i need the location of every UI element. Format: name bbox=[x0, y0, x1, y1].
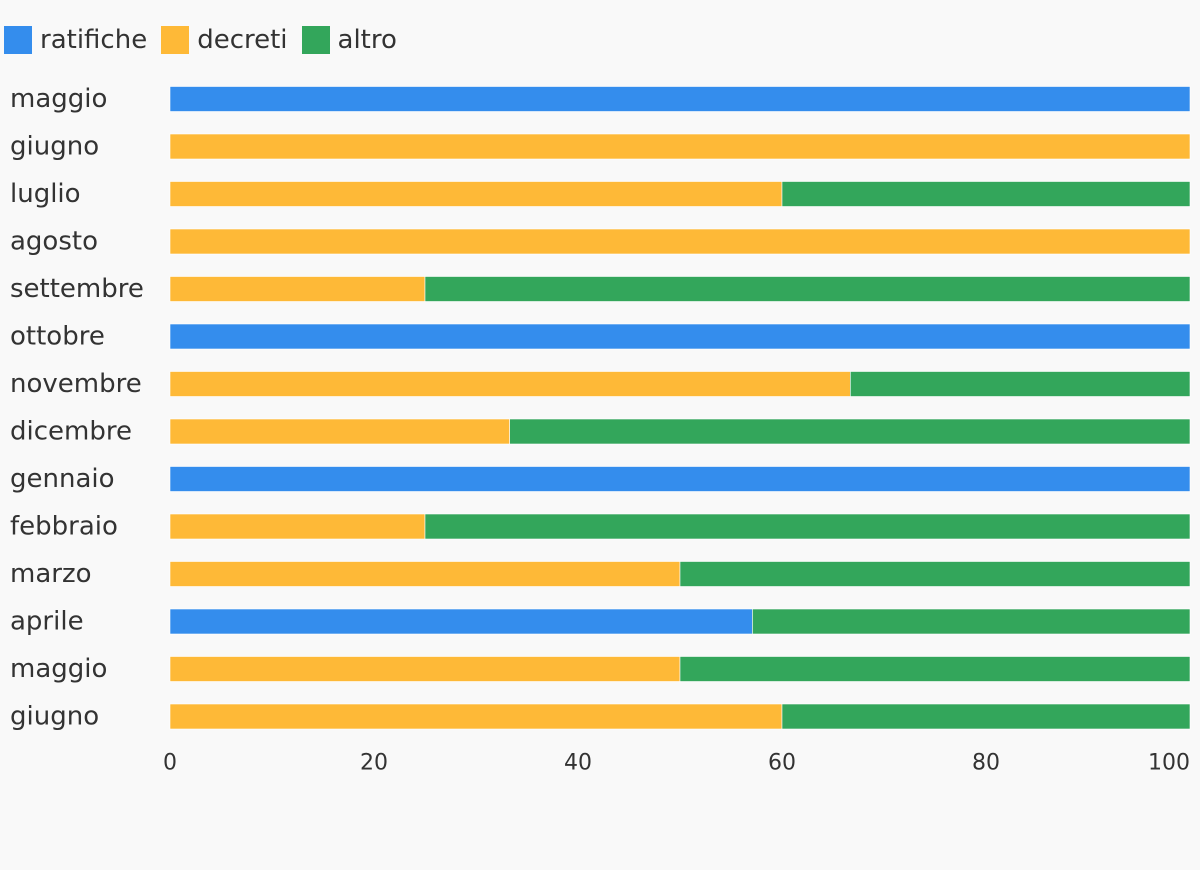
legend: ratifiche decreti altro bbox=[4, 22, 411, 58]
x-tick-label: 60 bbox=[768, 751, 796, 776]
category-label: gennaio bbox=[10, 464, 115, 494]
bar-segment-ratifiche[interactable] bbox=[169, 608, 753, 635]
bar-segment-altro[interactable] bbox=[679, 561, 1191, 587]
x-tick-label: 20 bbox=[360, 751, 388, 776]
legend-item-altro[interactable]: altro bbox=[301, 22, 397, 58]
category-label: novembre bbox=[10, 369, 142, 399]
bar-segment-altro[interactable] bbox=[850, 371, 1191, 397]
bar-segment-decreti[interactable] bbox=[169, 276, 426, 302]
bar-segment-decreti[interactable] bbox=[169, 513, 426, 540]
category-label: marzo bbox=[10, 559, 92, 589]
category-label: maggio bbox=[10, 84, 107, 114]
legend-swatch bbox=[4, 26, 32, 54]
category-label: maggio bbox=[10, 654, 107, 684]
x-tick-label: 40 bbox=[564, 751, 592, 776]
category-label: ottobre bbox=[10, 322, 105, 352]
category-label: giugno bbox=[10, 702, 99, 732]
x-tick-label: 80 bbox=[972, 751, 1000, 776]
bar-segment-decreti[interactable] bbox=[169, 228, 1191, 255]
bar-segment-decreti[interactable] bbox=[169, 656, 681, 682]
category-label: luglio bbox=[10, 179, 81, 209]
bar-segment-altro[interactable] bbox=[509, 418, 1191, 445]
legend-swatch bbox=[161, 26, 190, 54]
category-label: febbraio bbox=[10, 512, 118, 542]
bar-segment-ratifiche[interactable] bbox=[169, 466, 1191, 492]
bar-segment-decreti[interactable] bbox=[169, 371, 851, 397]
legend-label: ratifiche bbox=[40, 25, 148, 55]
bar-segment-altro[interactable] bbox=[781, 181, 1191, 207]
bar-segment-decreti[interactable] bbox=[169, 703, 783, 730]
bar-segment-decreti[interactable] bbox=[169, 418, 510, 445]
legend-item-decreti[interactable]: decreti bbox=[161, 22, 288, 58]
legend-item-ratifiche[interactable]: ratifiche bbox=[4, 22, 147, 58]
bar-segment-decreti[interactable] bbox=[169, 181, 783, 207]
x-tick-label: 0 bbox=[163, 751, 177, 776]
bar-segment-altro[interactable] bbox=[424, 276, 1191, 302]
bar-segment-altro[interactable] bbox=[752, 608, 1191, 635]
bar-segment-altro[interactable] bbox=[424, 513, 1191, 540]
bar-segment-decreti[interactable] bbox=[169, 561, 681, 587]
bar-segment-altro[interactable] bbox=[781, 703, 1191, 730]
category-label: aprile bbox=[10, 607, 84, 637]
bar-segment-ratifiche[interactable] bbox=[169, 86, 1191, 112]
category-label: giugno bbox=[10, 132, 99, 162]
category-label: agosto bbox=[10, 227, 98, 257]
legend-swatch bbox=[301, 26, 330, 54]
legend-label: decreti bbox=[197, 25, 288, 55]
category-label: settembre bbox=[10, 274, 144, 304]
bar-segment-decreti[interactable] bbox=[169, 133, 1191, 160]
legend-label: altro bbox=[337, 25, 397, 55]
bar-segment-altro[interactable] bbox=[679, 656, 1191, 682]
bar-segment-ratifiche[interactable] bbox=[169, 323, 1191, 350]
x-tick-label: 100 bbox=[1148, 751, 1190, 776]
category-label: dicembre bbox=[10, 417, 132, 447]
